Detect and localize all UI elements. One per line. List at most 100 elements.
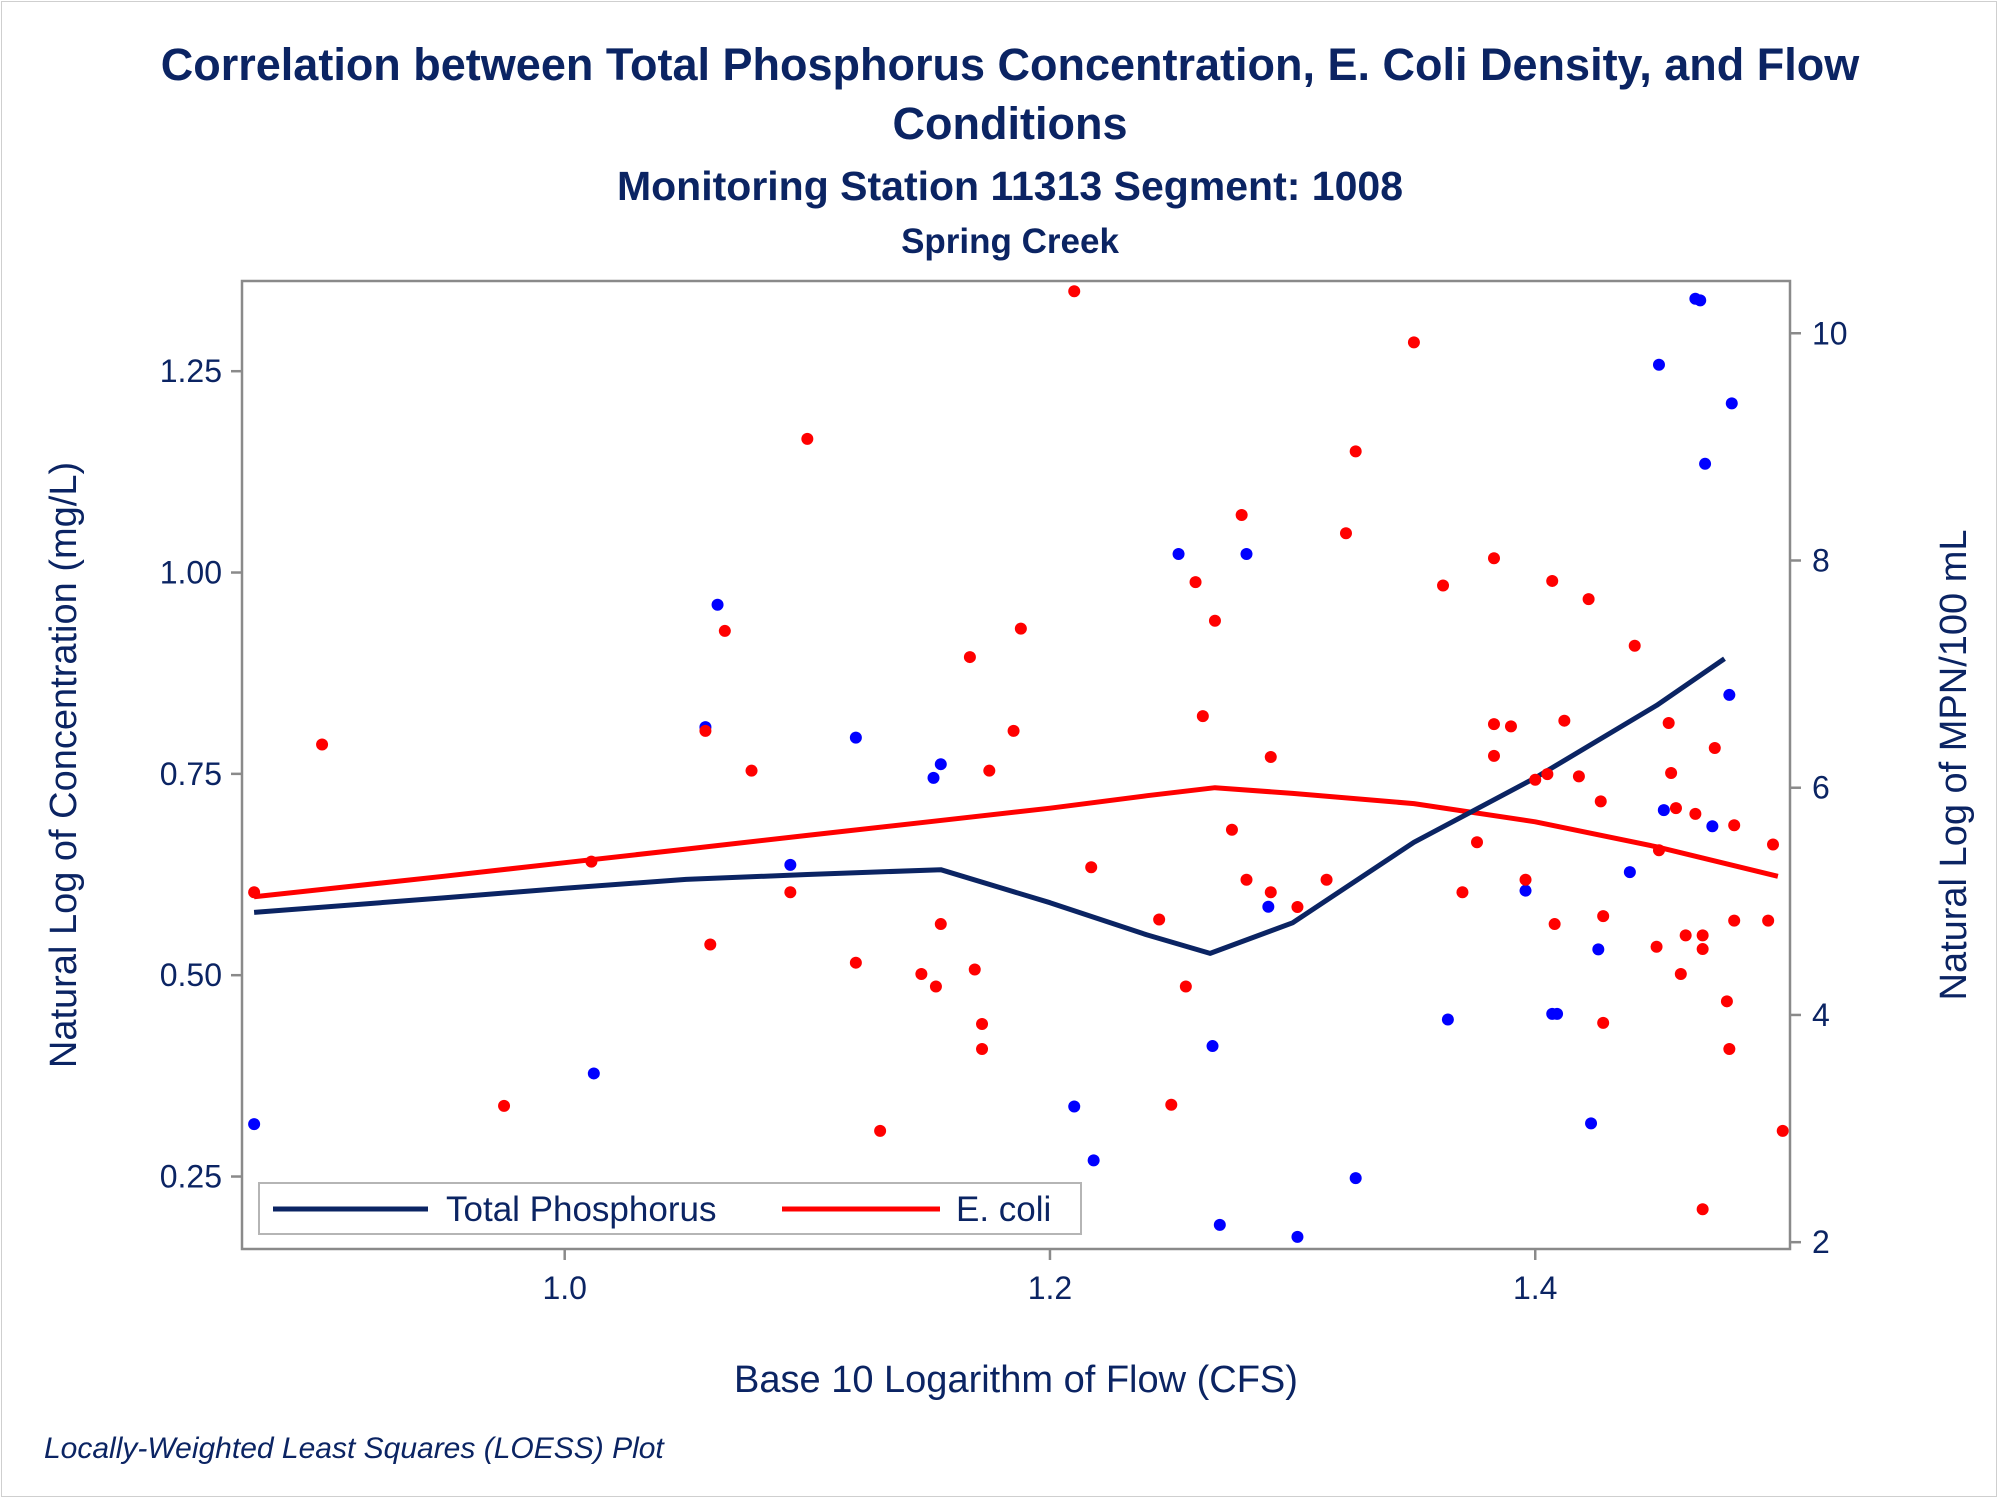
- data-point-e-coli: [1728, 914, 1741, 927]
- data-point-e-coli: [1007, 724, 1020, 737]
- data-point-e-coli: [1068, 285, 1081, 298]
- data-point-total-phosphorus: [1349, 1172, 1362, 1185]
- data-point-e-coli: [968, 963, 981, 976]
- data-point-e-coli: [1456, 886, 1469, 899]
- data-point-e-coli: [1487, 552, 1500, 565]
- data-point-e-coli: [1546, 574, 1559, 587]
- loess-line-total-phosphorus: [253, 656, 1726, 956]
- data-point-total-phosphorus: [1213, 1218, 1226, 1231]
- y-left-tick-label: 1.25: [160, 353, 222, 389]
- scatter-points: [248, 285, 1789, 1243]
- data-point-e-coli: [1014, 622, 1027, 635]
- y-right-tick-label: 8: [1812, 542, 1830, 578]
- y-axis-left-label: Natural Log of Concentration (mg/L): [43, 462, 85, 1068]
- data-point-e-coli: [248, 886, 261, 899]
- data-point-e-coli: [1519, 873, 1532, 886]
- chart-subtitle2: Spring Creek: [901, 222, 1119, 261]
- data-point-e-coli: [983, 764, 996, 777]
- y-axis-right-label: Natural Log of MPN/100 mL: [1933, 529, 1975, 1000]
- data-point-e-coli: [699, 724, 712, 737]
- data-point-e-coli: [1165, 1098, 1178, 1111]
- data-point-e-coli: [1264, 886, 1277, 899]
- data-point-e-coli: [1696, 929, 1709, 942]
- y-left-tick-label: 0.75: [160, 756, 222, 792]
- data-point-e-coli: [1696, 1203, 1709, 1216]
- data-point-total-phosphorus: [248, 1118, 261, 1131]
- data-point-e-coli: [1235, 509, 1248, 522]
- data-point-total-phosphorus: [927, 771, 940, 784]
- data-point-e-coli: [1471, 836, 1484, 849]
- data-point-total-phosphorus: [784, 858, 797, 871]
- data-point-total-phosphorus: [1441, 1013, 1454, 1026]
- data-point-e-coli: [1339, 527, 1352, 540]
- data-point-e-coli: [1776, 1124, 1789, 1137]
- y-left-tick-label: 1.00: [160, 555, 222, 591]
- data-point-e-coli: [1504, 720, 1517, 733]
- loess-lines: [253, 656, 1779, 956]
- data-point-e-coli: [1679, 929, 1692, 942]
- data-point-e-coli: [1720, 995, 1733, 1008]
- axes-ticks: 1.0 1.2 1.4 0.25 0.50 0.75 1.00 1.25 2 4 6 8 10: [160, 315, 1848, 1306]
- chart-subtitle: Monitoring Station 11313 Segment: 1008: [617, 163, 1403, 209]
- data-point-e-coli: [1548, 918, 1561, 931]
- data-point-total-phosphorus: [1694, 294, 1707, 307]
- x-tick-label: 1.0: [542, 1270, 586, 1306]
- footnote: Locally-Weighted Least Squares (LOESS) P…: [44, 1432, 665, 1465]
- data-point-e-coli: [1628, 639, 1641, 652]
- data-point-total-phosphorus: [1623, 866, 1636, 879]
- y-right-tick-label: 2: [1812, 1224, 1830, 1260]
- data-point-total-phosphorus: [1087, 1154, 1100, 1167]
- data-point-e-coli: [1529, 773, 1542, 786]
- data-point-total-phosphorus: [711, 598, 724, 611]
- data-point-total-phosphorus: [1592, 943, 1605, 956]
- legend-label-e-coli: E. coli: [956, 1190, 1051, 1229]
- chart-title-line2: Conditions: [893, 98, 1128, 149]
- data-point-e-coli: [1487, 718, 1500, 731]
- data-point-total-phosphorus: [1206, 1040, 1219, 1053]
- data-point-e-coli: [1582, 593, 1595, 606]
- data-point-e-coli: [934, 918, 947, 931]
- data-point-e-coli: [1189, 576, 1202, 589]
- x-tick-label: 1.4: [1513, 1270, 1557, 1306]
- data-point-e-coli: [1597, 1016, 1610, 1029]
- data-point-total-phosphorus: [1723, 688, 1736, 701]
- data-point-total-phosphorus: [934, 758, 947, 771]
- data-point-e-coli: [963, 651, 976, 664]
- data-point-e-coli: [929, 980, 942, 993]
- data-point-e-coli: [915, 968, 928, 981]
- data-point-total-phosphorus: [849, 731, 862, 744]
- data-point-e-coli: [874, 1124, 887, 1137]
- data-point-total-phosphorus: [1240, 548, 1253, 561]
- y-right-tick-label: 4: [1812, 997, 1830, 1033]
- data-point-e-coli: [585, 855, 598, 868]
- y-left-tick-label: 0.50: [160, 957, 222, 993]
- data-point-total-phosphorus: [1652, 358, 1665, 371]
- y-right-tick-label: 10: [1812, 315, 1848, 351]
- x-axis-label: Base 10 Logarithm of Flow (CFS): [734, 1359, 1298, 1401]
- data-point-total-phosphorus: [1519, 884, 1532, 897]
- data-point-e-coli: [1558, 714, 1571, 727]
- x-tick-label: 1.2: [1028, 1270, 1072, 1306]
- data-point-e-coli: [1349, 445, 1362, 458]
- y-left-tick-label: 0.25: [160, 1159, 222, 1195]
- loess-line-e-coli: [253, 785, 1779, 900]
- data-point-e-coli: [1723, 1043, 1736, 1056]
- data-point-e-coli: [1665, 766, 1678, 779]
- data-point-e-coli: [1572, 770, 1585, 783]
- data-point-e-coli: [801, 432, 814, 445]
- data-point-e-coli: [1594, 795, 1607, 808]
- data-point-e-coli: [498, 1099, 511, 1112]
- data-point-e-coli: [1652, 844, 1665, 857]
- data-point-e-coli: [1240, 873, 1253, 886]
- data-point-e-coli: [976, 1043, 989, 1056]
- data-point-e-coli: [1767, 838, 1780, 851]
- legend-label-total-phosphorus: Total Phosphorus: [446, 1190, 716, 1229]
- data-point-e-coli: [316, 738, 329, 751]
- data-point-e-coli: [1320, 873, 1333, 886]
- data-point-e-coli: [1541, 768, 1554, 781]
- data-point-e-coli: [976, 1018, 989, 1031]
- data-point-total-phosphorus: [1551, 1007, 1564, 1020]
- data-point-e-coli: [1708, 741, 1721, 754]
- data-point-e-coli: [1208, 614, 1221, 627]
